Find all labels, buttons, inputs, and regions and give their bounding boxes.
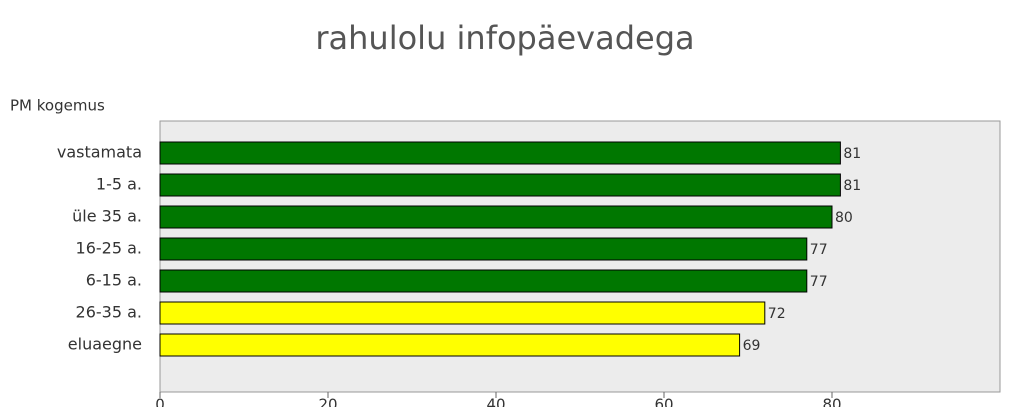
x-tick-label: 40 xyxy=(486,396,505,407)
x-tick-label: 20 xyxy=(318,396,337,407)
bar xyxy=(159,237,808,261)
value-label: 72 xyxy=(768,306,786,322)
y-tick-label: eluaegne xyxy=(68,335,142,354)
chart-title: rahulolu infopäevadega xyxy=(315,19,694,57)
y-tick-label: 26-35 a. xyxy=(76,303,142,322)
bar xyxy=(159,333,741,357)
x-tick-label: 0 xyxy=(155,396,165,407)
value-label: 77 xyxy=(810,274,828,290)
bar xyxy=(159,173,841,197)
value-label: 81 xyxy=(843,178,861,194)
value-label: 77 xyxy=(810,242,828,258)
bar xyxy=(159,301,766,325)
bar xyxy=(159,141,841,165)
y-tick-label: 1-5 a. xyxy=(96,175,142,194)
x-tick-label: 80 xyxy=(822,396,841,407)
y-tick-label: 6-15 a. xyxy=(86,271,142,290)
bar xyxy=(159,269,808,293)
bar xyxy=(159,205,833,229)
y-axis-label: PM kogemus xyxy=(10,97,105,115)
x-tick-label: 60 xyxy=(654,396,673,407)
y-tick-label: vastamata xyxy=(57,143,142,162)
y-tick-label: üle 35 a. xyxy=(72,207,142,226)
value-label: 81 xyxy=(843,146,861,162)
y-tick-label: 16-25 a. xyxy=(76,239,142,258)
value-label: 80 xyxy=(835,210,853,226)
value-label: 69 xyxy=(743,338,761,354)
